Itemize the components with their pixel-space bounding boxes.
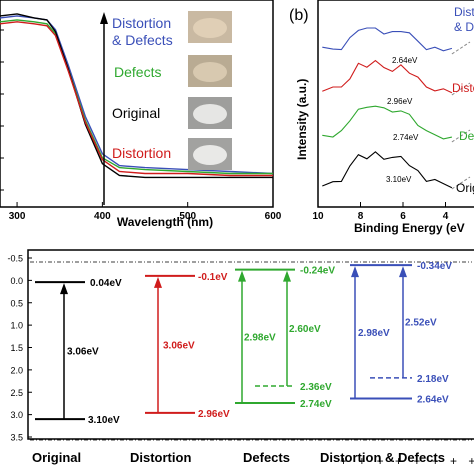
panel-c-plus-row: + + + + + + + + + + bbox=[340, 454, 474, 468]
panel-b-label-dd-1: Distortion bbox=[454, 5, 474, 19]
panel-c-group-label: Distortion bbox=[130, 450, 191, 465]
panel-b-series-1 bbox=[322, 59, 453, 94]
panel-a-series-3 bbox=[0, 21, 273, 177]
gap-arrow-head-defects bbox=[238, 270, 246, 282]
defect-arrow-head-defects bbox=[283, 270, 291, 282]
panel-a-xtick-label: 600 bbox=[265, 211, 282, 222]
panel-c-ytick-label: 3.5 bbox=[10, 433, 23, 443]
panel-b-label-distortion: Distortion bbox=[452, 81, 474, 95]
defect-arrow-head-distortion-defects bbox=[399, 266, 407, 278]
panel-c-ytick-label: 2.0 bbox=[10, 365, 23, 375]
gap-label-bg-defects bbox=[243, 330, 281, 344]
panel-c-ytick-label: 0.0 bbox=[10, 276, 23, 286]
panel-a: 300 400 500 600 Wavelength (nm) Distortion … bbox=[0, 0, 282, 229]
sample-powder-distortion bbox=[193, 145, 227, 165]
panel-b: (b) Intensity (a.u.) 108642 Binding Ener… bbox=[289, 0, 474, 235]
panel-a-arrow-head bbox=[100, 12, 108, 24]
panel-b-series-3 bbox=[322, 151, 453, 189]
panel-c-ytick-label: 1.5 bbox=[10, 343, 23, 353]
gap-arrow-head-original bbox=[60, 283, 68, 295]
panel-a-xtick-label: 400 bbox=[94, 211, 111, 222]
panel-b-edge-line-2 bbox=[451, 129, 471, 143]
panel-b-series-0 bbox=[322, 27, 453, 52]
legend-original: Original bbox=[112, 105, 160, 121]
panel-c-ytick-label: 0.5 bbox=[10, 298, 23, 308]
panel-c-frame bbox=[27, 249, 474, 440]
sample-powder-distortion-defects bbox=[193, 18, 227, 38]
panel-c-group-label: Defects bbox=[243, 450, 290, 465]
gap-label-bg-distortion bbox=[162, 338, 200, 352]
vb-label-defects: 2.74eV bbox=[300, 399, 332, 410]
cb-label-original: 0.04eV bbox=[90, 278, 122, 289]
panel-b-label-dd-2: & Defects bbox=[454, 20, 474, 34]
panel-b-edge-line-3 bbox=[451, 176, 471, 190]
panel-b-label-original: Original bbox=[456, 181, 474, 195]
defect-gap-label-defects: 2.60eV bbox=[289, 324, 321, 335]
cb-label-distortion: -0.1eV bbox=[198, 272, 228, 283]
panel-b-xlabel: Binding Energy (eV bbox=[354, 221, 465, 235]
panel-c-ytick-label: 1.0 bbox=[10, 321, 23, 331]
gap-label-bg-distortion-defects bbox=[357, 325, 395, 339]
panel-b-xtick-label: 4 bbox=[443, 211, 449, 222]
panel-b-ylabel: Intensity (a.u.) bbox=[295, 79, 309, 160]
gap-label-bg-original bbox=[66, 344, 104, 358]
vb-label-distortion: 2.96eV bbox=[198, 409, 230, 420]
defect-label-distortion-defects: 2.18eV bbox=[417, 374, 449, 385]
gap-label-distortion: 3.06eV bbox=[163, 340, 195, 351]
panel-b-edge-line-0 bbox=[451, 41, 471, 55]
cb-label-defects: -0.24eV bbox=[300, 266, 335, 277]
sample-powder-defects bbox=[193, 62, 227, 82]
gap-label-distortion-defects: 2.98eV bbox=[358, 328, 390, 339]
panel-b-xtick-label: 8 bbox=[358, 211, 364, 222]
legend-distortion-defects-line2: & Defects bbox=[112, 32, 173, 48]
legend-defects: Defects bbox=[114, 64, 161, 80]
panel-a-xtick-label: 300 bbox=[9, 211, 26, 222]
panel-b-xtick-label: 10 bbox=[312, 211, 324, 222]
panel-b-series-2 bbox=[322, 105, 453, 140]
panel-c-ytick-label: 3.0 bbox=[10, 410, 23, 420]
legend-distortion: Distortion bbox=[112, 145, 171, 161]
panel-a-xtick-label: 500 bbox=[179, 211, 196, 222]
gap-label-original: 3.06eV bbox=[67, 347, 99, 358]
panel-a-series-2 bbox=[0, 13, 273, 179]
panel-a-frame bbox=[0, 0, 274, 208]
panel-c-ytick-label: 2.5 bbox=[10, 388, 23, 398]
gap-label-defects: 2.98eV bbox=[244, 332, 276, 343]
panel-c: -0.5 0.0 0.5 1.0 1.5 2.0 2.5 3.0 3.5 0.04eV 3.10e… bbox=[7, 249, 474, 468]
panel-b-edge-defects: 2.74eV bbox=[393, 133, 419, 142]
panel-b-tag: (b) bbox=[289, 7, 309, 24]
defect-label-defects: 2.36eV bbox=[300, 382, 332, 393]
panel-b-edge-original: 3.10eV bbox=[386, 175, 412, 184]
panel-b-xtick-label: 6 bbox=[400, 211, 406, 222]
cb-label-distortion-defects: -0.34eV bbox=[417, 261, 452, 272]
vb-label-distortion-defects: 2.64eV bbox=[417, 395, 449, 406]
vb-label-original: 3.10eV bbox=[88, 415, 120, 426]
panel-c-group-label: Distortion & Defects bbox=[320, 450, 445, 465]
sample-powder-original bbox=[193, 104, 227, 124]
panel-b-edge-line-1 bbox=[451, 82, 471, 96]
defect-gap-label-distortion-defects: 2.52eV bbox=[405, 318, 437, 329]
legend-distortion-defects-line1: Distortion bbox=[112, 15, 171, 31]
panel-b-label-defects: Defects bbox=[459, 129, 474, 143]
gap-arrow-head-distortion-defects bbox=[351, 266, 359, 278]
gap-arrow-head-distortion bbox=[154, 276, 162, 288]
panel-b-edge-dd: 2.64eV bbox=[392, 56, 418, 65]
panel-a-xlabel: Wavelength (nm) bbox=[117, 215, 213, 229]
panel-c-ytick-label: -0.5 bbox=[7, 254, 23, 264]
panel-b-edge-distortion: 2.96eV bbox=[387, 97, 413, 106]
panel-c-group-label: Original bbox=[32, 450, 81, 465]
